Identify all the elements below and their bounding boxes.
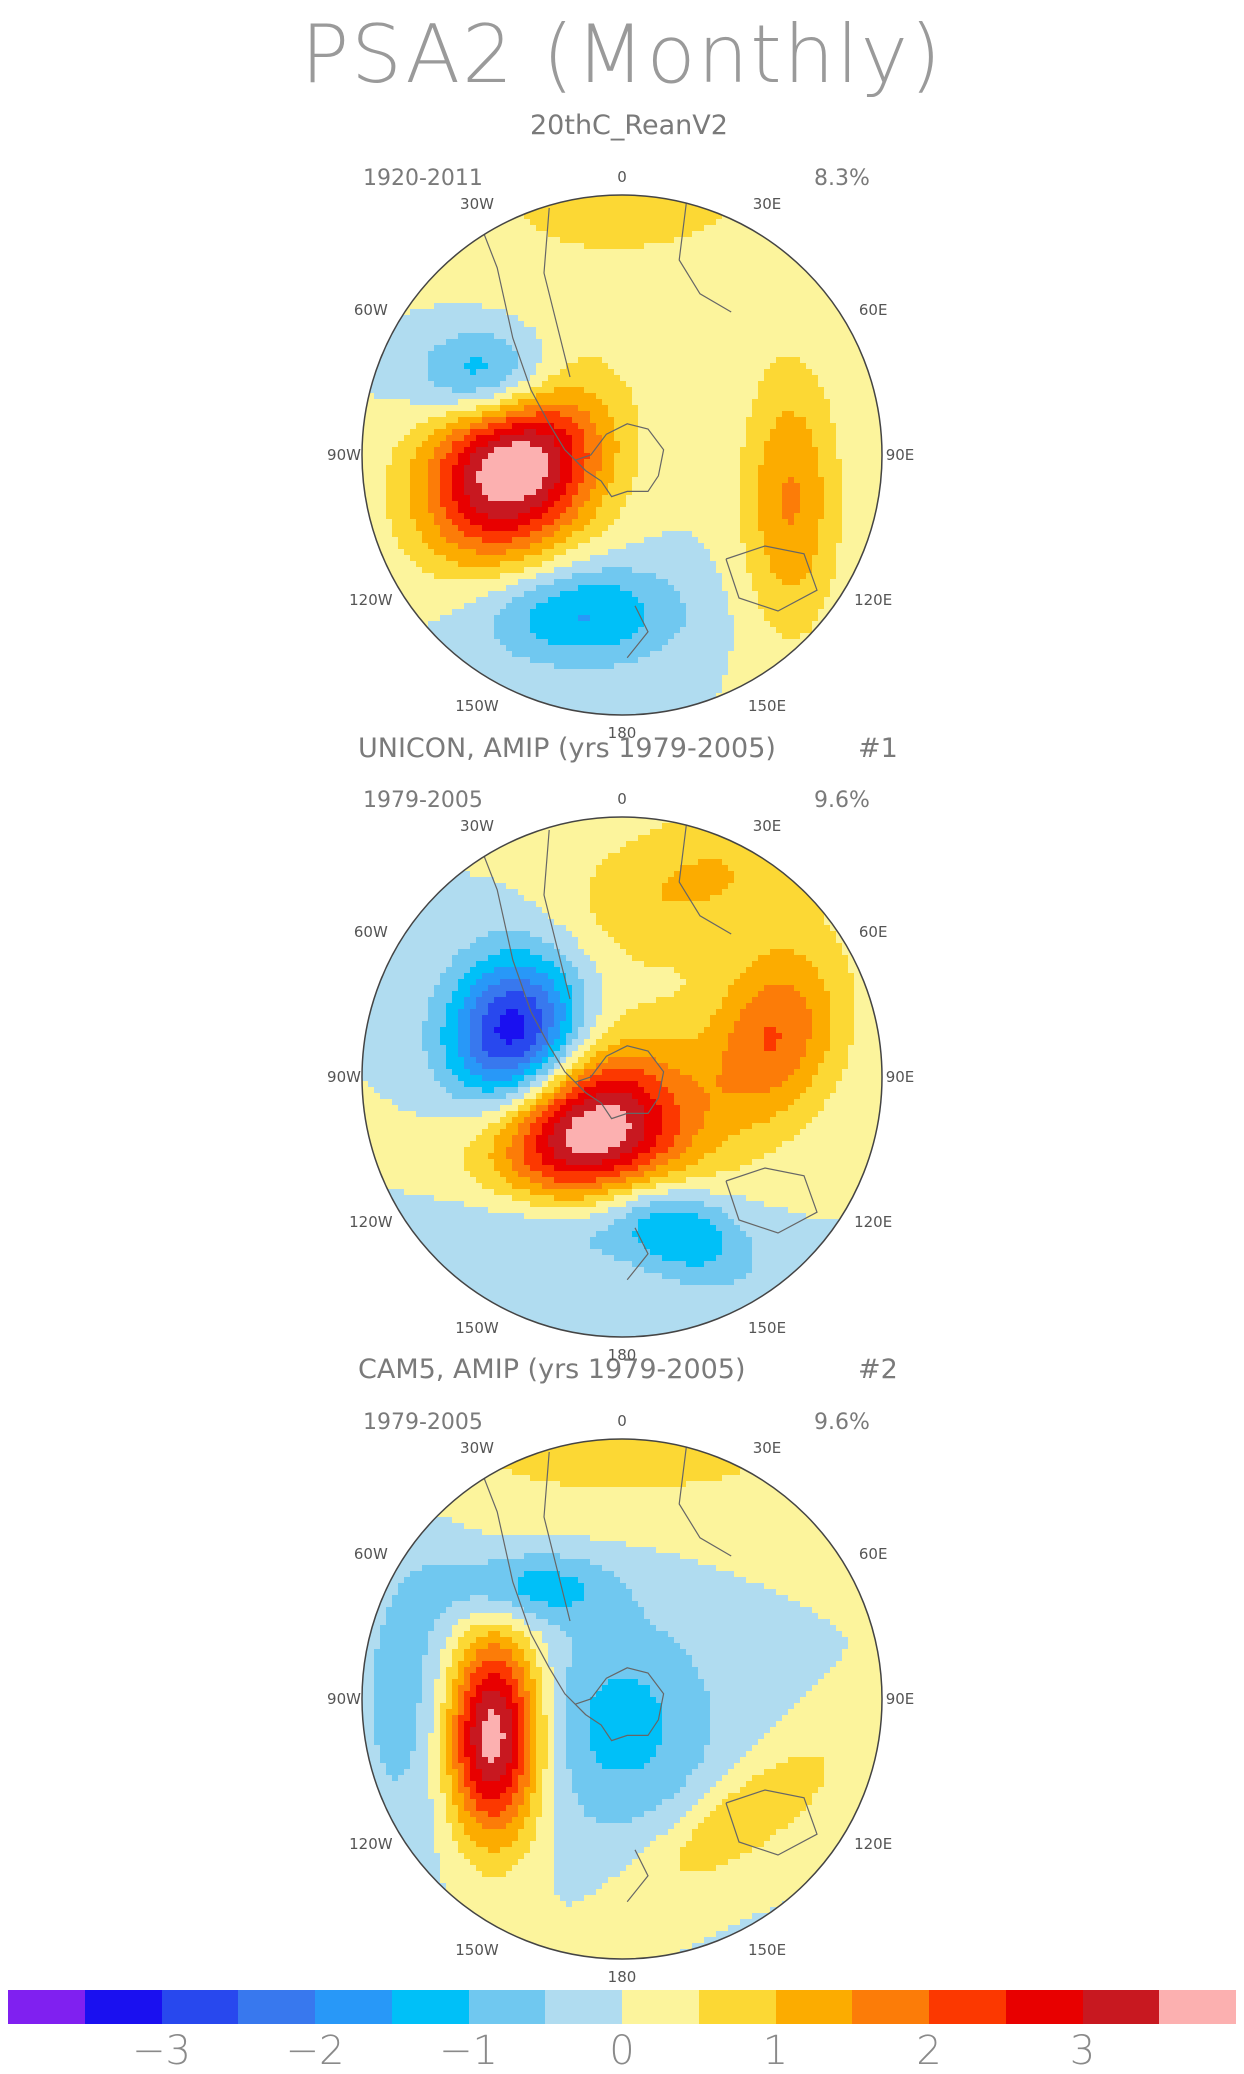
longitude-label: 60E [859,301,888,319]
colorbar-swatch [929,1990,1006,2024]
coastline [544,208,570,377]
longitude-label: 180 [608,724,637,742]
map-border [362,1439,882,1959]
coastline [544,1452,570,1621]
panel-title: CAM5, AMIP (yrs 1979-2005) [358,1354,746,1385]
panel-tag: #2 [858,1354,898,1385]
longitude-label: 120W [349,591,392,609]
coastline [627,1228,648,1280]
longitude-label: 30E [753,817,782,835]
colorbar-swatch [699,1990,776,2024]
colorbar-swatch [1083,1990,1160,2024]
longitude-label: 90E [886,446,915,464]
coastline [531,1634,664,1741]
longitude-label: 30W [460,817,494,835]
colorbar-swatch [392,1990,469,2024]
coastline [726,546,817,611]
longitude-label: 90E [886,1068,915,1086]
longitude-label: 150E [748,1941,786,1959]
coastline [726,1168,817,1233]
longitude-label: 120W [349,1213,392,1231]
colorbar-label: −1 [439,2028,498,2074]
colorbar-swatch [469,1990,546,2024]
longitude-label: 60E [859,1545,888,1563]
longitude-label: 30E [753,195,782,213]
longitude-label: 90W [327,1068,361,1086]
longitude-label: 180 [608,1346,637,1364]
colorbar-swatch [315,1990,392,2024]
longitude-label: 120E [854,1835,892,1853]
coastline [627,1850,648,1902]
map-border [362,817,882,1337]
colorbar-swatch [776,1990,853,2024]
coastline [479,221,531,390]
coastline [679,1442,731,1556]
longitude-label: 30E [753,1439,782,1457]
longitude-label: 150W [455,1941,498,1959]
variance-label: 9.6% [814,788,870,813]
panel-title: UNICON, AMIP (yrs 1979-2005) [358,733,776,764]
coastline [531,390,664,497]
longitude-label: 90E [886,1690,915,1708]
colorbar-label: −3 [132,2028,191,2074]
colorbar-swatch [238,1990,315,2024]
coastline [479,843,531,1012]
longitude-label: 30W [460,195,494,213]
contour-field [362,817,885,1340]
panel-title: 20thC_ReanV2 [530,110,728,141]
colorbar-label: 3 [1070,2028,1095,2074]
coastline [726,1790,817,1855]
colorbar-label: −2 [286,2028,345,2074]
longitude-label: 30W [460,1439,494,1457]
years-label: 1979-2005 [363,788,483,813]
colorbar-swatch [85,1990,162,2024]
longitude-label: 0 [617,168,627,186]
coastline [679,820,731,934]
coastline [544,830,570,999]
contour-field [362,1439,885,1962]
longitude-label: 60W [354,301,388,319]
longitude-label: 120E [854,591,892,609]
colorbar-label: 0 [609,2028,634,2074]
longitude-label: 60W [354,1545,388,1563]
longitude-label: 150W [455,697,498,715]
longitude-label: 0 [617,790,627,808]
colorbar-swatch [622,1990,699,2024]
colorbar-swatch [545,1990,622,2024]
longitude-label: 90W [327,1690,361,1708]
longitude-label: 150W [455,1319,498,1337]
coastline [627,606,648,658]
longitude-label: 120W [349,1835,392,1853]
coastline [479,1465,531,1634]
colorbar-swatch [1006,1990,1083,2024]
colorbar-swatch [852,1990,929,2024]
map-border [362,195,882,715]
longitude-label: 60E [859,923,888,941]
longitude-label: 150E [748,697,786,715]
colorbar-swatch [1159,1990,1236,2024]
colorbar [8,1990,1236,2024]
longitude-label: 0 [617,1412,627,1430]
years-label: 1920-2011 [363,166,483,191]
main-title: PSA2 (Monthly) [0,8,1244,101]
coastline [679,198,731,312]
variance-label: 9.6% [814,1410,870,1435]
variance-label: 8.3% [814,166,870,191]
panel-tag: #1 [858,733,898,764]
longitude-label: 60W [354,923,388,941]
colorbar-swatch [8,1990,85,2024]
longitude-label: 90W [327,446,361,464]
colorbar-label: 1 [763,2028,788,2074]
colorbar-label: 2 [916,2028,941,2074]
coastline [531,1012,664,1119]
contour-field [362,195,885,718]
longitude-label: 180 [608,1968,637,1986]
years-label: 1979-2005 [363,1410,483,1435]
longitude-label: 120E [854,1213,892,1231]
colorbar-swatch [162,1990,239,2024]
longitude-label: 150E [748,1319,786,1337]
